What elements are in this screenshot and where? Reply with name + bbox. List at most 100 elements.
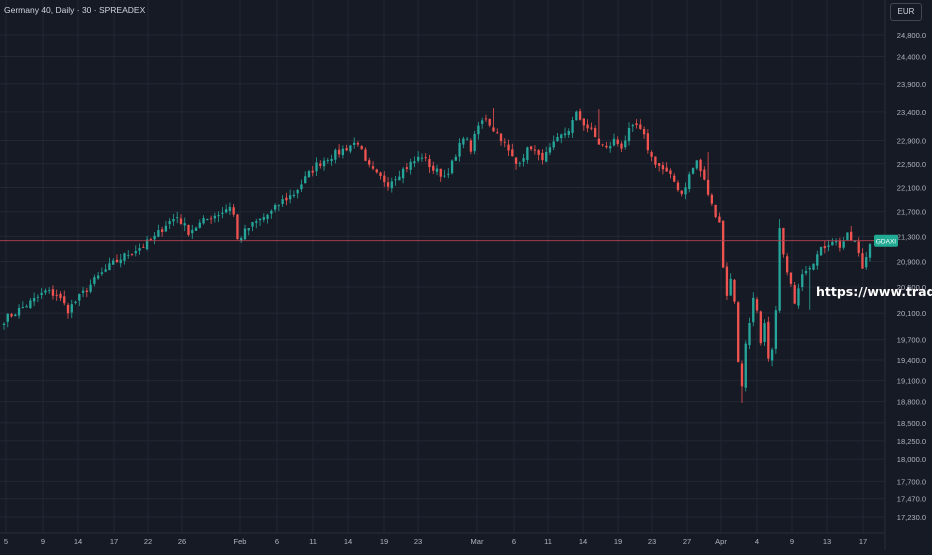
- candle: [277, 203, 281, 212]
- price-tick-label: 18,500.0: [897, 419, 926, 428]
- candle: [503, 138, 506, 148]
- candle: [443, 169, 446, 178]
- price-tick-label: 20,500.0: [897, 283, 926, 292]
- candle-body: [160, 229, 164, 233]
- candle-body: [127, 254, 130, 256]
- candle: [575, 110, 578, 121]
- time-tick-label: Feb: [234, 537, 247, 546]
- candle: [364, 147, 367, 162]
- candle: [462, 136, 465, 149]
- time-tick-label: 23: [414, 537, 422, 546]
- candle-body: [270, 210, 273, 214]
- candle-body: [14, 314, 17, 317]
- candle-body: [541, 152, 544, 161]
- candle: [612, 133, 616, 147]
- candle: [258, 218, 262, 227]
- candle: [326, 157, 329, 164]
- currency-selector[interactable]: EUR: [890, 3, 922, 21]
- candle: [296, 188, 299, 199]
- price-tick-label: 23,400.0: [897, 108, 926, 117]
- candle: [405, 162, 409, 173]
- candle: [394, 175, 397, 186]
- candle-body: [601, 144, 604, 146]
- candle: [48, 287, 51, 294]
- candle-body: [413, 161, 416, 164]
- candle: [477, 121, 480, 140]
- candle: [311, 165, 314, 177]
- candle-body: [247, 228, 250, 231]
- candle-body: [379, 172, 382, 176]
- candle: [801, 269, 804, 292]
- candle: [695, 160, 698, 171]
- candle-body: [439, 168, 442, 177]
- candle-body: [669, 170, 672, 175]
- time-tick-label: 17: [110, 537, 118, 546]
- candle-body: [537, 150, 540, 155]
- candle: [119, 253, 122, 268]
- candle: [590, 122, 593, 131]
- candle-body: [191, 229, 194, 234]
- candle: [522, 153, 525, 167]
- candle-body: [149, 239, 153, 241]
- candle: [827, 239, 830, 252]
- time-tick-label: 11: [544, 537, 552, 546]
- price-tick-label: 18,000.0: [897, 455, 926, 464]
- candle: [134, 245, 137, 257]
- candle-body: [763, 323, 766, 342]
- candle-body: [443, 175, 446, 177]
- candle-body: [695, 160, 698, 169]
- candle: [157, 224, 160, 238]
- candle: [582, 118, 586, 131]
- candle: [793, 281, 796, 305]
- candle-body: [511, 149, 514, 157]
- candle-body: [112, 260, 115, 265]
- candle: [243, 224, 247, 240]
- candle-body: [85, 290, 88, 292]
- candle: [450, 159, 454, 175]
- watermark-text: https://www.trad: [816, 284, 932, 299]
- candle: [454, 154, 457, 162]
- candle-body: [277, 205, 281, 207]
- candle: [469, 138, 473, 155]
- symbol-badge-bg: [874, 234, 898, 247]
- candle-body: [714, 204, 717, 218]
- candle-body: [868, 244, 872, 258]
- candle-body: [130, 253, 134, 255]
- candle-body: [793, 285, 796, 304]
- candle: [108, 257, 111, 271]
- candle-body: [319, 163, 322, 166]
- candle-body: [725, 266, 729, 296]
- candle-body: [605, 145, 608, 148]
- candle-body: [624, 140, 627, 148]
- candle: [691, 167, 695, 175]
- candle: [458, 138, 461, 162]
- candle: [673, 173, 676, 183]
- candle-body: [337, 149, 341, 155]
- time-tick-label: 17: [859, 537, 867, 546]
- price-tick-label: 17,230.0: [897, 513, 926, 522]
- candle: [703, 166, 706, 181]
- candle: [112, 258, 115, 265]
- candle-body: [654, 156, 657, 165]
- candle: [748, 317, 751, 350]
- candle: [337, 144, 341, 158]
- symbol-price-badge[interactable]: GDAXI: [874, 234, 898, 247]
- candle: [74, 300, 77, 305]
- candle-body: [831, 241, 834, 246]
- candle-body: [808, 267, 811, 270]
- candle-body: [733, 279, 736, 302]
- candle-body: [432, 165, 435, 171]
- candle: [838, 237, 842, 252]
- candle: [371, 161, 375, 171]
- candle: [725, 262, 729, 300]
- candle: [36, 294, 40, 303]
- candle-body: [292, 194, 296, 197]
- candle: [819, 246, 823, 256]
- candle-body: [428, 159, 431, 168]
- candle: [680, 190, 683, 197]
- candle-body: [66, 304, 70, 314]
- candle-body: [496, 132, 499, 134]
- candle-body: [390, 181, 393, 189]
